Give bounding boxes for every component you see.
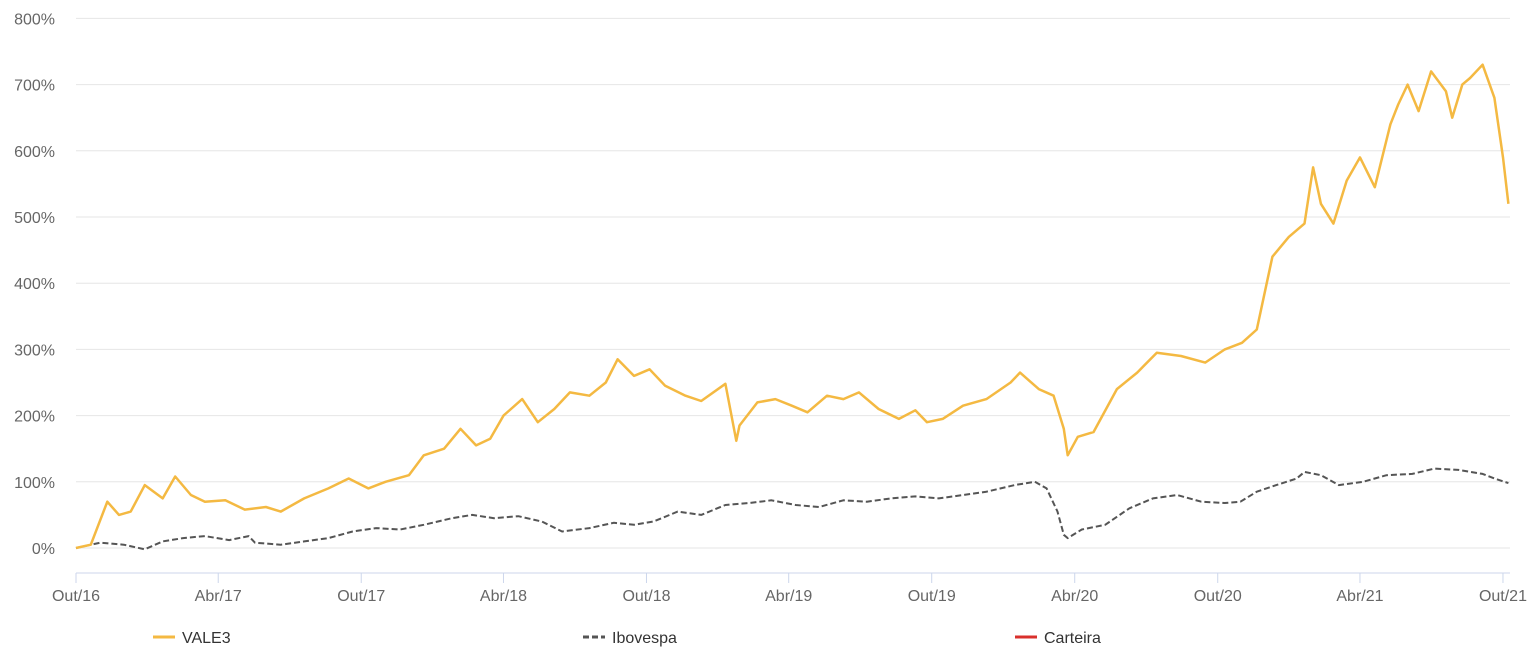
x-tick-label: Out/19: [908, 588, 956, 605]
x-axis: Out/16 Abr/17 Out/17 Abr/18 Out/18 Abr/19 Out/…: [52, 572, 1527, 605]
y-tick-label: 800%: [14, 11, 55, 28]
x-tick-label: Abr/20: [1051, 588, 1098, 605]
y-tick-label: 300%: [14, 342, 55, 359]
y-tick-label: 0%: [32, 541, 55, 558]
x-tick-label: Abr/19: [765, 588, 812, 605]
y-tick-label: 700%: [14, 78, 55, 95]
legend: VALE3 Ibovespa Carteira: [153, 630, 1101, 647]
x-tick-label: Out/17: [337, 588, 385, 605]
x-tick-label: Abr/17: [195, 588, 242, 605]
legend-label[interactable]: VALE3: [182, 630, 231, 647]
legend-label[interactable]: Carteira: [1044, 630, 1101, 647]
x-tick-label: Abr/21: [1336, 588, 1383, 605]
series-lines: [75, 63, 1510, 551]
y-tick-label: 600%: [14, 144, 55, 161]
y-tick-label: 500%: [14, 210, 55, 227]
legend-label[interactable]: Ibovespa: [612, 630, 677, 647]
series-line-ibovespa[interactable]: [75, 467, 1509, 551]
y-axis-tick-labels: 0% 100% 200% 300% 400% 500% 600% 700% 800%: [14, 11, 55, 558]
y-tick-label: 200%: [14, 409, 55, 426]
x-tick-label: Out/20: [1194, 588, 1242, 605]
y-tick-label: 400%: [14, 276, 55, 293]
series-line-vale3[interactable]: [75, 63, 1510, 550]
gridlines: [76, 17, 1510, 549]
x-tick-label: Abr/18: [480, 588, 527, 605]
x-tick-label: Out/18: [622, 588, 670, 605]
x-tick-label: Out/16: [52, 588, 100, 605]
y-tick-label: 100%: [14, 475, 55, 492]
x-tick-label: Out/21: [1479, 588, 1527, 605]
